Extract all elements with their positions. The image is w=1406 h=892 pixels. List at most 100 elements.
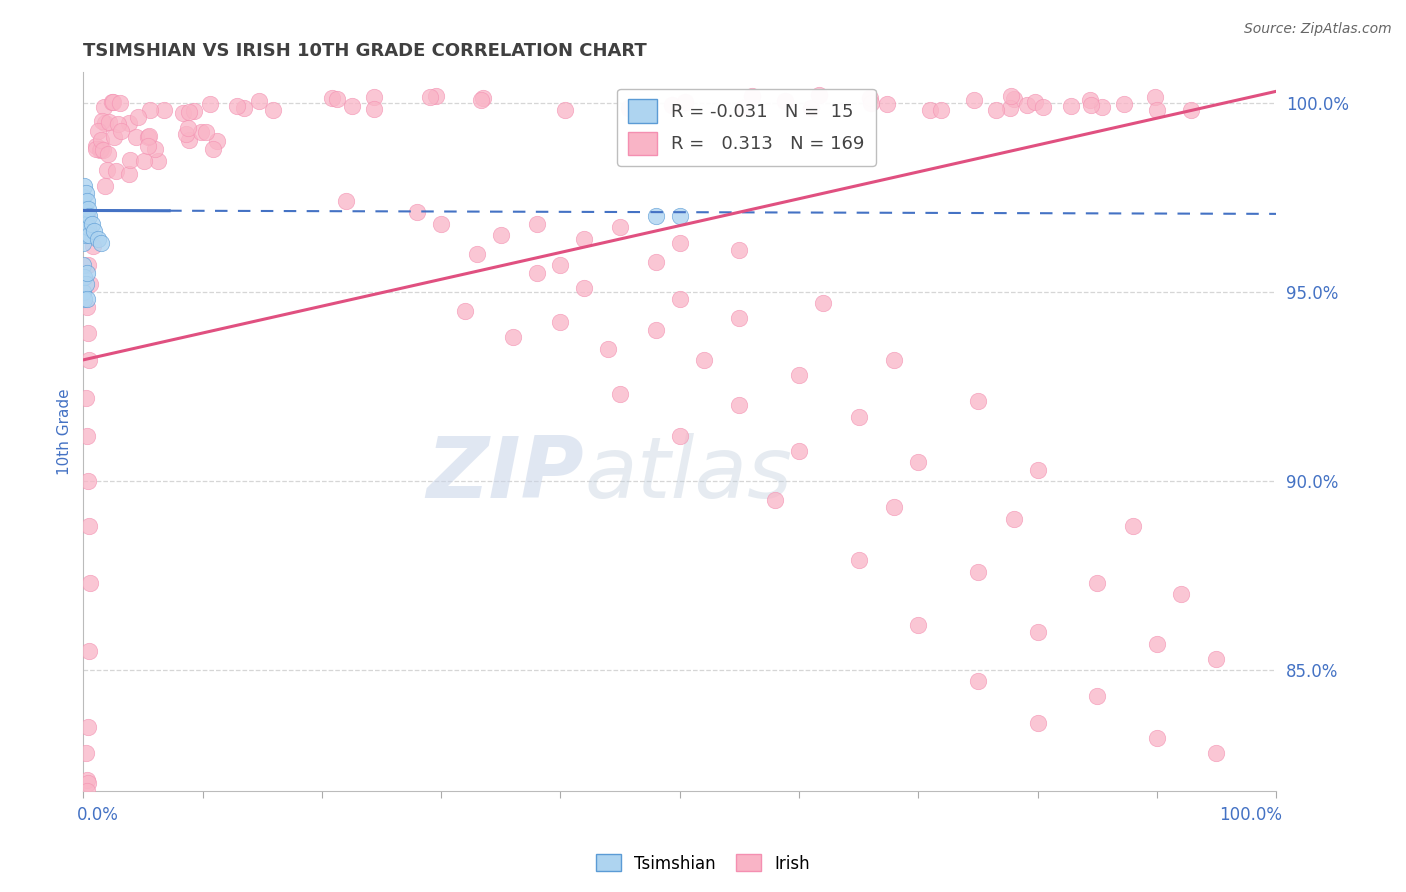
Point [125,129,148,144]
Point [76,266,98,280]
Point [77,519,100,533]
Point [97,146,120,161]
Point [1080,93,1102,107]
Point [967,674,990,689]
Point [76,772,98,787]
Point [775,94,797,108]
Point [550,258,572,272]
Text: 0.0%: 0.0% [77,806,120,824]
Point [363,102,385,116]
Point [1085,690,1108,704]
Point [138,103,160,118]
Point [883,500,905,515]
Point [526,266,548,280]
Point [174,128,197,142]
Point [190,125,212,139]
Point [143,142,166,156]
Point [82,239,104,253]
Point [77,776,100,790]
Point [741,89,763,103]
Point [97,115,120,129]
Point [454,303,477,318]
Point [73,202,96,216]
Point [83,224,105,238]
Point [94,178,117,193]
Point [93,116,115,130]
Point [75,277,97,292]
Point [1091,100,1114,114]
Point [107,117,129,131]
Point [1060,99,1083,113]
Point [609,387,631,401]
Point [73,178,96,193]
Point [72,235,94,250]
Point [76,209,98,223]
Point [77,644,100,658]
Point [1114,97,1136,112]
Point [962,93,984,107]
Point [644,254,666,268]
Point [90,114,112,128]
Point [668,209,690,223]
Point [79,576,101,591]
Point [1026,625,1049,640]
Point [152,103,174,117]
Point [668,293,690,307]
Point [859,91,882,105]
Point [883,352,905,367]
Point [807,88,830,103]
Point [1205,651,1227,665]
Point [75,746,97,760]
Point [1205,746,1227,760]
Point [326,92,349,106]
Point [177,133,200,147]
Point [77,474,100,488]
Point [907,617,929,632]
Point [80,217,103,231]
Point [87,124,110,138]
Point [183,104,205,119]
Text: TSIMSHIAN VS IRISH 10TH GRADE CORRELATION CHART: TSIMSHIAN VS IRISH 10TH GRADE CORRELATIO… [83,42,647,60]
Point [574,232,596,246]
Point [787,368,810,382]
Point [1170,587,1192,601]
Point [77,720,100,734]
Point [1002,92,1025,106]
Point [489,228,512,243]
Point [967,394,990,409]
Point [198,96,221,111]
Point [136,130,159,145]
Point [138,128,160,143]
Point [101,95,124,110]
Point [90,235,112,250]
Text: atlas: atlas [585,434,792,516]
Point [76,428,98,442]
Point [205,134,228,148]
Point [470,93,492,107]
Point [75,186,97,201]
Point [118,116,141,130]
Point [1000,101,1022,115]
Point [1122,519,1144,533]
Point [876,96,898,111]
Point [1146,103,1168,117]
Point [668,428,690,442]
Point [91,143,114,157]
Point [550,315,572,329]
Point [800,101,823,115]
Point [918,103,941,117]
Point [763,492,786,507]
Point [967,565,990,579]
Point [465,247,488,261]
Point [1080,97,1102,112]
Point [93,100,115,114]
Point [335,194,357,208]
Point [77,209,100,223]
Point [76,300,98,314]
Point [72,258,94,272]
Point [419,90,441,104]
Point [110,96,132,111]
Point [77,258,100,272]
Point [73,269,96,284]
Point [72,285,94,299]
